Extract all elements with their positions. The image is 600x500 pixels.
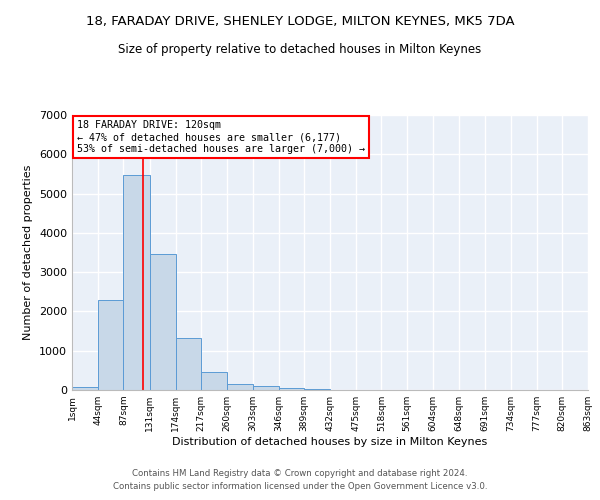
- Text: 18 FARADAY DRIVE: 120sqm
← 47% of detached houses are smaller (6,177)
53% of sem: 18 FARADAY DRIVE: 120sqm ← 47% of detach…: [77, 120, 365, 154]
- Bar: [227, 384, 253, 390]
- Bar: [304, 389, 330, 390]
- Bar: [253, 386, 278, 390]
- Text: Contains HM Land Registry data © Crown copyright and database right 2024.: Contains HM Land Registry data © Crown c…: [132, 468, 468, 477]
- X-axis label: Distribution of detached houses by size in Milton Keynes: Distribution of detached houses by size …: [172, 437, 488, 447]
- Text: 18, FARADAY DRIVE, SHENLEY LODGE, MILTON KEYNES, MK5 7DA: 18, FARADAY DRIVE, SHENLEY LODGE, MILTON…: [86, 15, 514, 28]
- Y-axis label: Number of detached properties: Number of detached properties: [23, 165, 34, 340]
- Text: Contains public sector information licensed under the Open Government Licence v3: Contains public sector information licen…: [113, 482, 487, 491]
- Bar: [124, 174, 150, 390]
- Bar: [278, 388, 304, 390]
- Bar: [150, 254, 176, 390]
- Bar: [98, 300, 124, 390]
- Bar: [201, 372, 227, 390]
- Bar: [176, 338, 201, 390]
- Text: Size of property relative to detached houses in Milton Keynes: Size of property relative to detached ho…: [118, 42, 482, 56]
- Bar: [72, 387, 98, 390]
